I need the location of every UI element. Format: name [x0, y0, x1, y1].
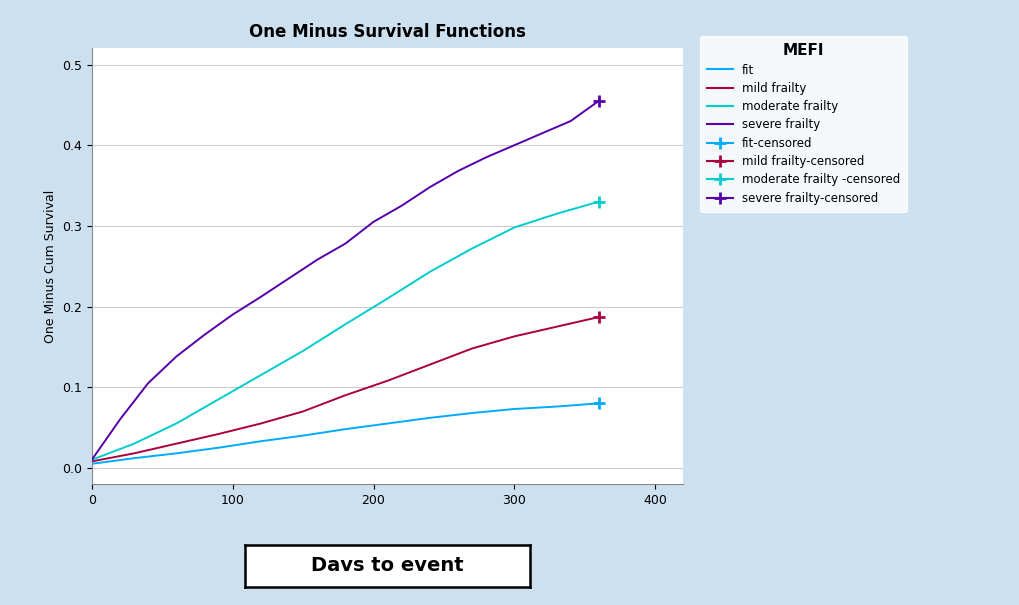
Y-axis label: One Minus Cum Survival: One Minus Cum Survival — [44, 189, 56, 343]
Legend: fit, mild frailty, moderate frailty, severe frailty, fit-censored, mild frailty-: fit, mild frailty, moderate frailty, sev… — [699, 36, 907, 212]
Text: Davs to event: Davs to event — [311, 556, 464, 575]
Title: One Minus Survival Functions: One Minus Survival Functions — [249, 23, 526, 41]
